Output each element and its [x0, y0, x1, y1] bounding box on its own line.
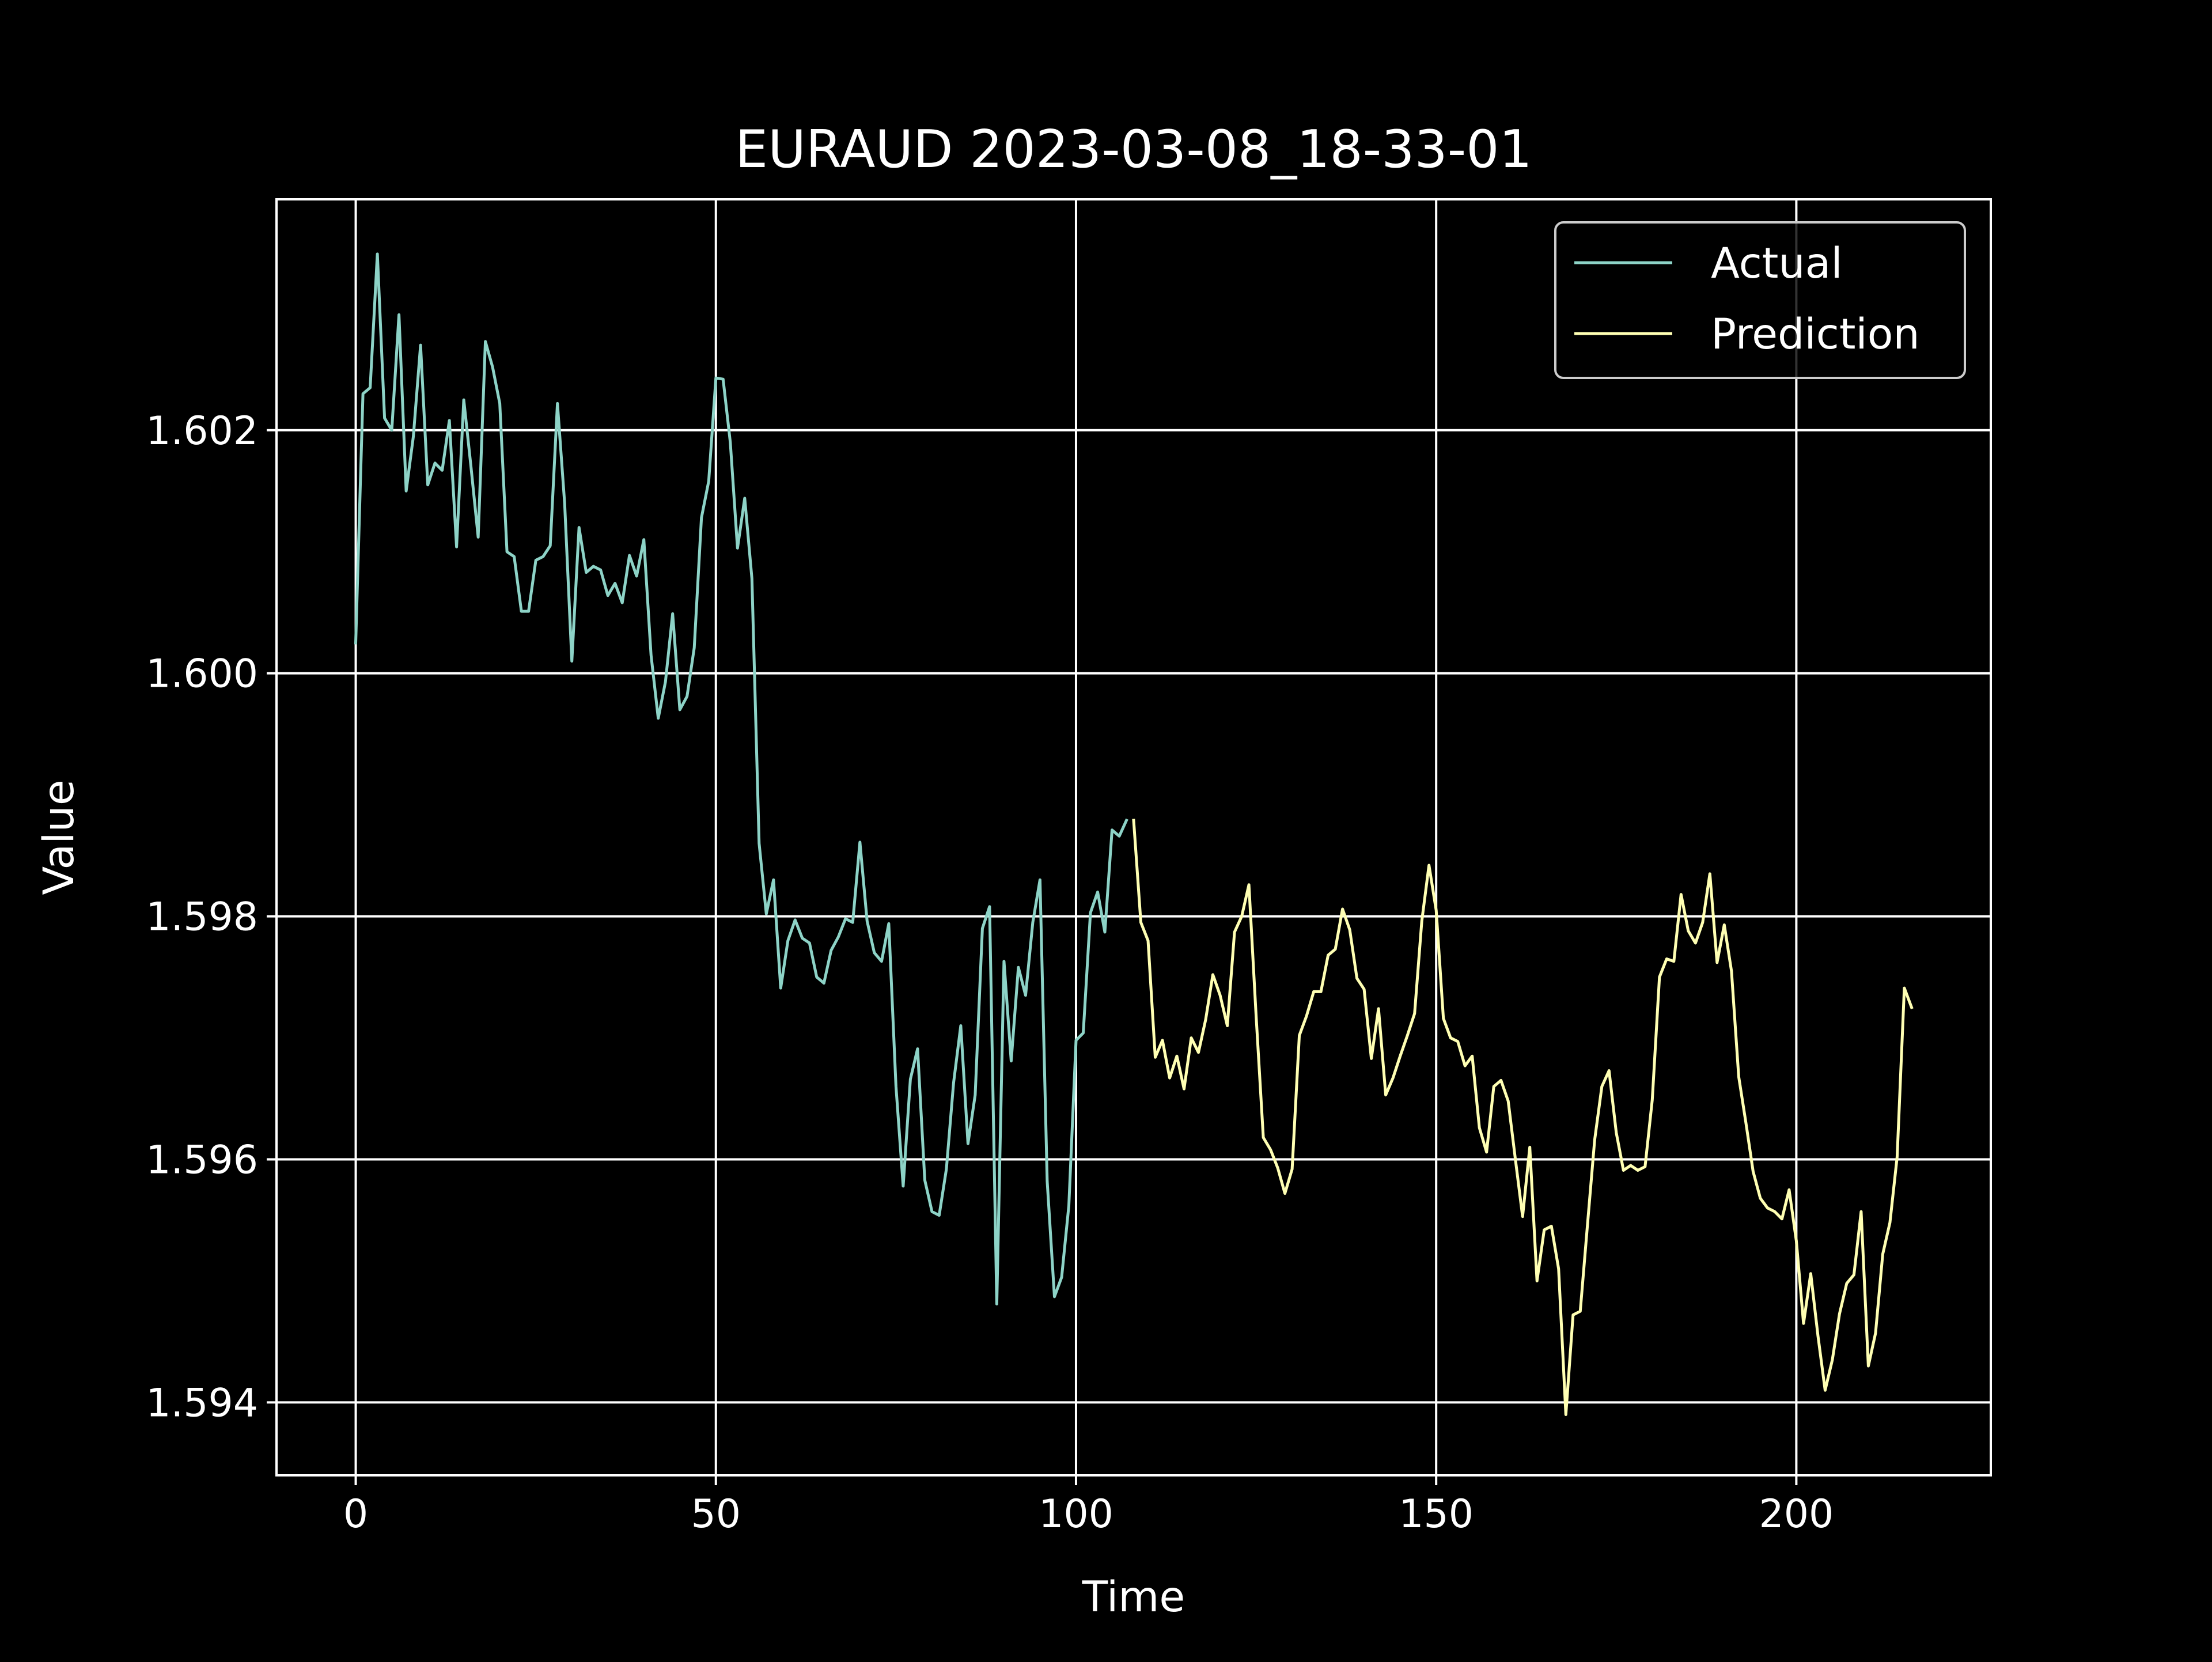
- x-tick-label: 50: [691, 1491, 741, 1537]
- legend-label-prediction: Prediction: [1711, 310, 1920, 359]
- series-line-actual: [354, 252, 1128, 1306]
- y-tick-label: 1.594: [146, 1380, 258, 1426]
- y-tick-label: 1.596: [146, 1138, 258, 1183]
- y-tick-label: 1.598: [146, 895, 258, 940]
- series-line-prediction: [1132, 819, 1914, 1416]
- grid: [276, 199, 1991, 1475]
- legend: Actual Prediction: [1554, 221, 1966, 379]
- x-tick-label: 150: [1399, 1491, 1474, 1537]
- chart-title: EURAUD 2023-03-08_18-33-01: [735, 119, 1532, 180]
- plot-frame: [275, 198, 1992, 1477]
- axis-ticks: 0 50 100 150 200 1.594 1.596 1.598 1.600 1.602: [146, 408, 1834, 1537]
- x-tick-label: 100: [1039, 1491, 1113, 1537]
- series-lines: [354, 252, 1914, 1416]
- x-tick-label: 200: [1759, 1491, 1834, 1537]
- y-tick-label: 1.600: [146, 652, 258, 697]
- x-axis-label: Time: [1082, 1573, 1185, 1622]
- x-tick-label: 0: [343, 1491, 368, 1537]
- y-tick-label: 1.602: [146, 408, 258, 454]
- y-axis-label: Value: [35, 779, 84, 895]
- legend-label-actual: Actual: [1711, 239, 1843, 288]
